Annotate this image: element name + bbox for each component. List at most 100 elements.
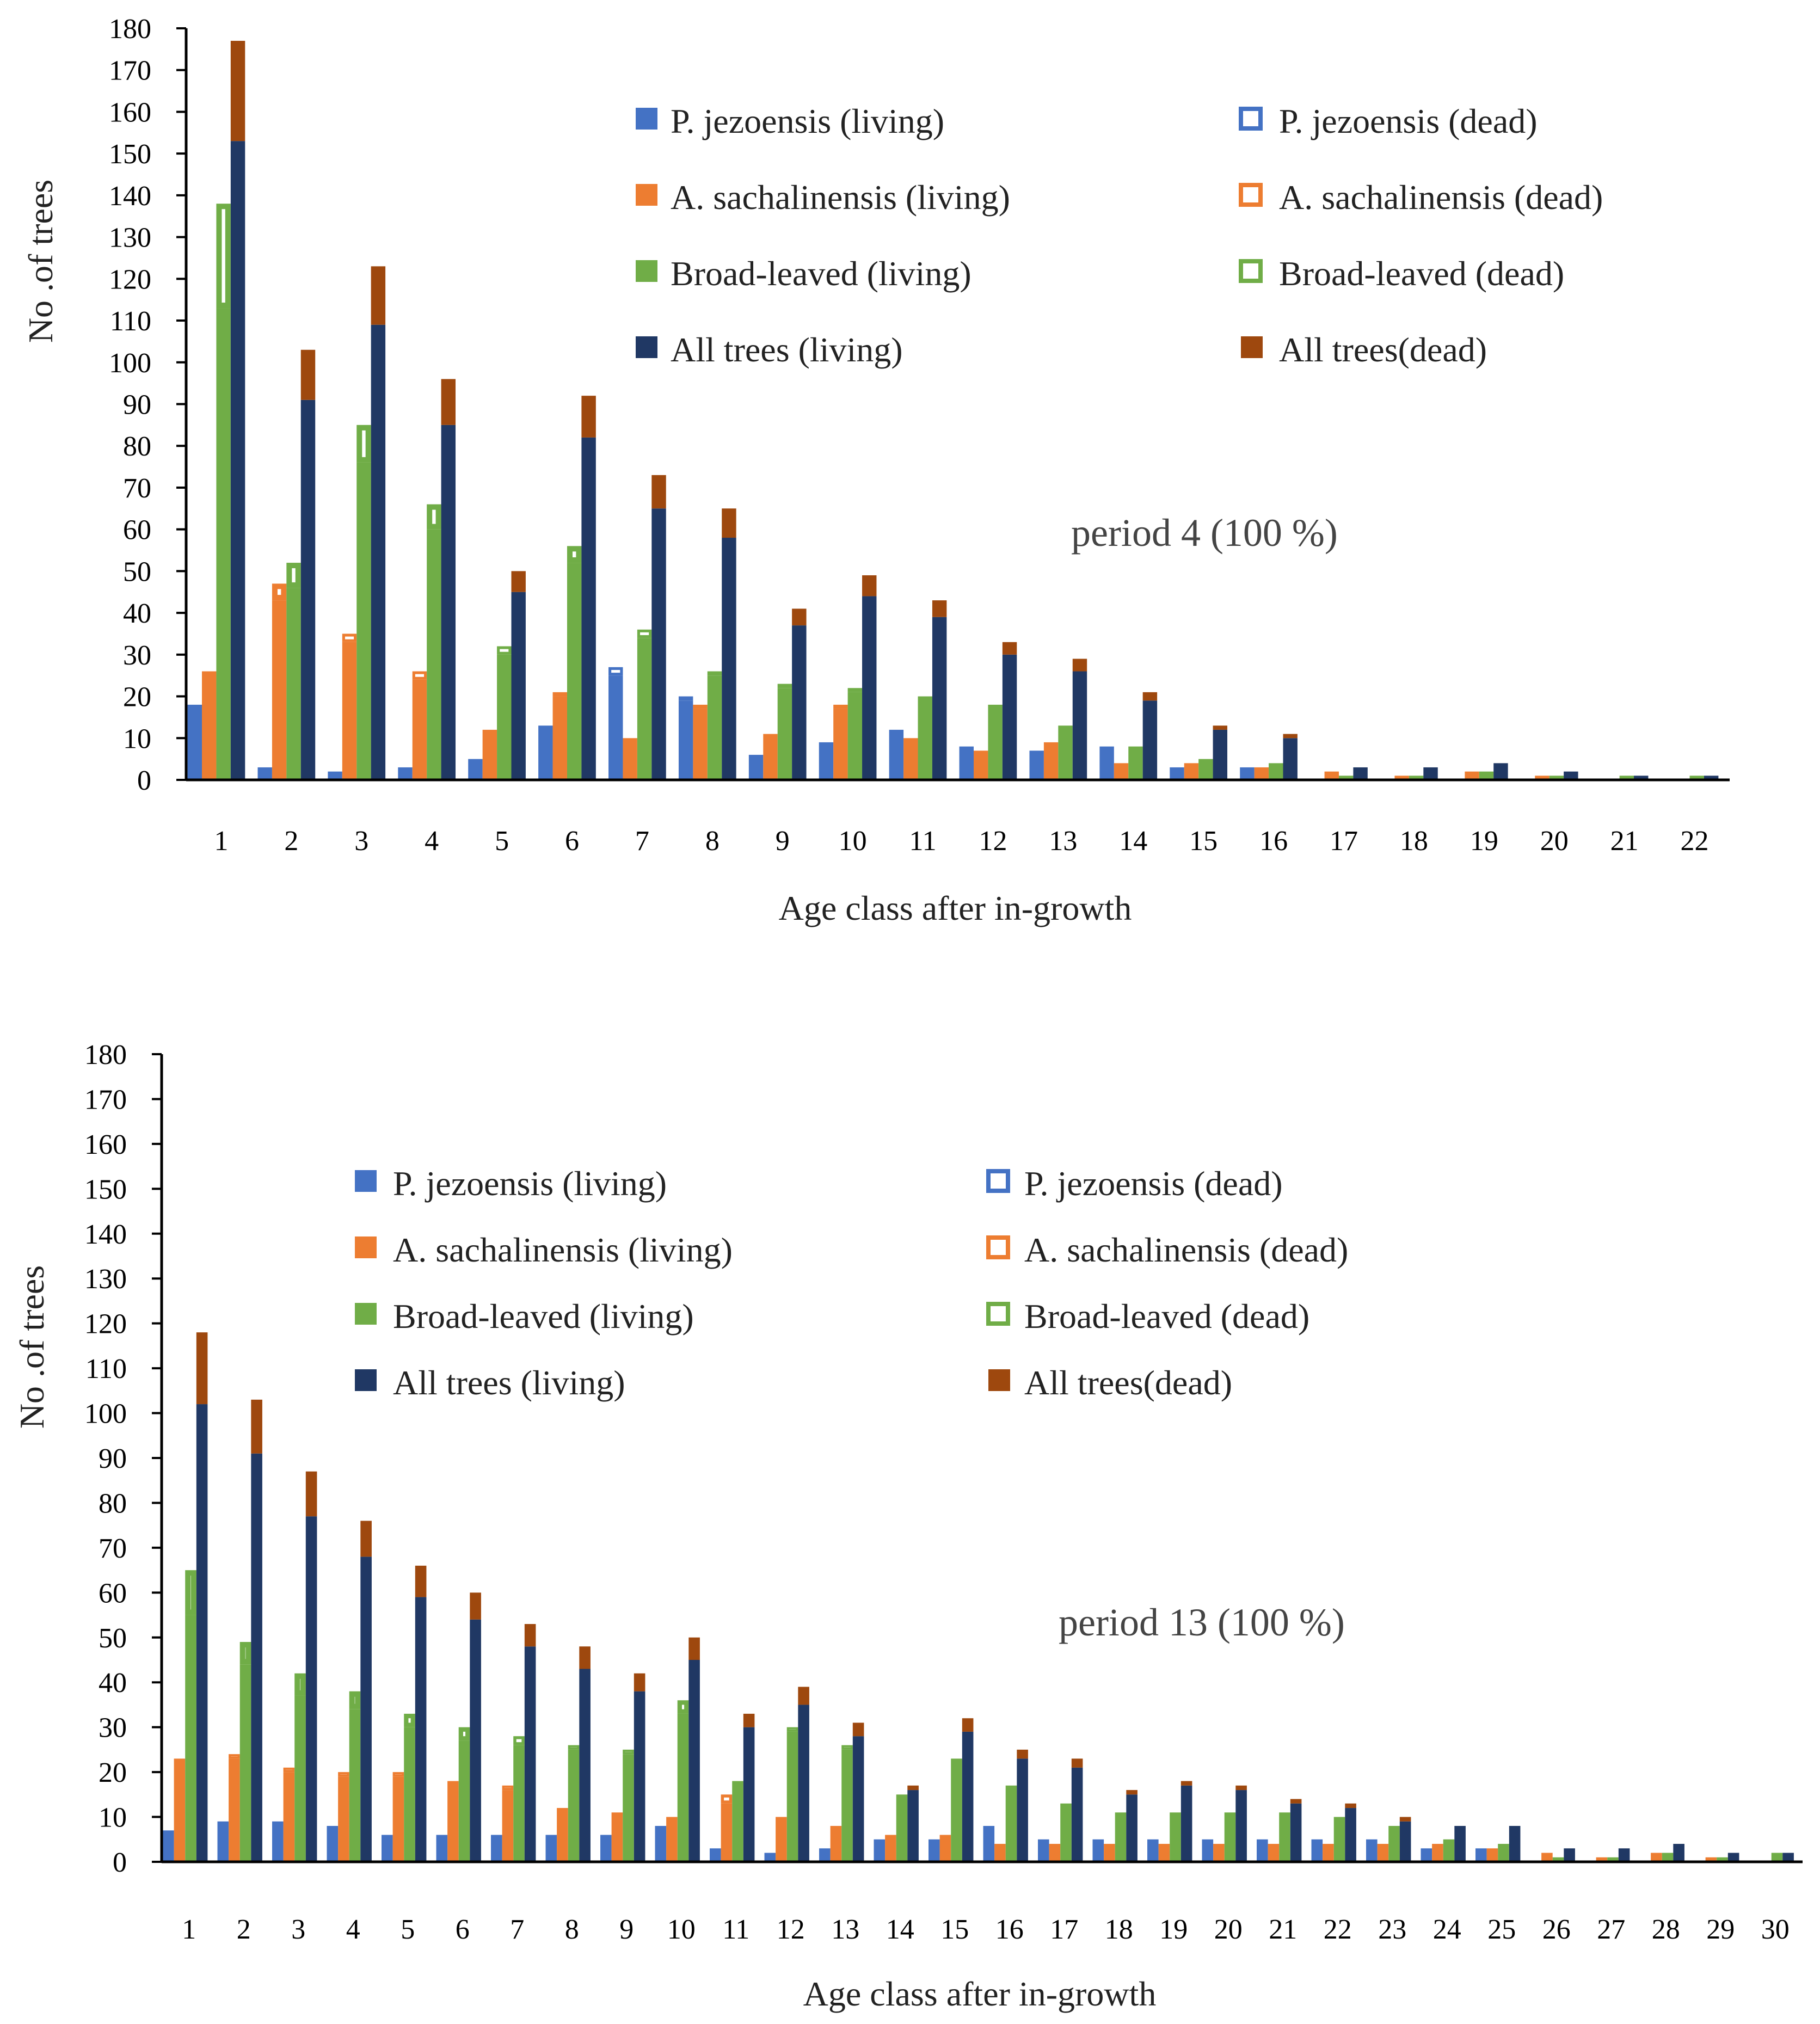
y-tick-label: 130 [109,223,151,254]
bar-bl-dead [777,684,792,688]
legend-entry-bl-dead: Broad-leaved (dead) [986,1297,1309,1336]
bar-pj-living [1099,746,1114,780]
x-tick-label: 20 [1540,826,1569,857]
bar-all-trees-living [932,617,947,780]
bar-as-living [174,1758,186,1862]
bar-all-trees-dead [579,1646,591,1669]
bar-all-trees-dead [651,475,666,509]
bar-bl-living [847,692,863,780]
bar-pj-living [436,1835,448,1862]
legend-entry-as-living: A. sachalinensis (living) [636,178,1010,217]
bar-pj-dead [608,667,623,676]
bar-as-dead [229,1754,240,1759]
bar-as-dead [833,704,848,709]
bar-bl-living [1170,1812,1181,1862]
y-tick-label: 60 [123,515,151,546]
bar-all-trees-dead [1002,642,1017,655]
legend-label: A. sachalinensis (dead) [1024,1231,1348,1269]
bar-all-trees-dead [305,1471,317,1517]
bar-all-trees-living [300,399,316,780]
y-tick-label: 100 [109,348,151,379]
legend-entry-bl-living: Broad-leaved (living) [636,254,972,293]
legend-entry-as-dead: A. sachalinensis (dead) [986,1231,1348,1269]
bar-all-trees-living [1493,763,1508,780]
y-tick-label: 20 [123,682,151,713]
x-tick-label: 14 [1119,826,1147,857]
bar-pj-living [1202,1839,1214,1862]
x-tick-label: 11 [722,1914,749,1945]
bar-as-dead [283,1767,295,1773]
bar-all-trees-dead [907,1785,919,1791]
bar-bl-living [623,1754,634,1862]
legend-entry-all-living: All trees (living) [636,330,903,369]
bar-all-trees-living [511,592,526,780]
y-tick-label: 180 [84,1039,127,1071]
legend-swatch-bl-dead [986,1302,1010,1326]
bar-pj-living [217,1821,229,1862]
bar-as-living [229,1758,240,1862]
bar-bl-dead [677,1700,689,1714]
bar-bl-dead [623,1749,634,1755]
y-tick-label: 0 [113,1847,127,1878]
legend-label: P. jezoensis (dead) [1024,1164,1283,1203]
bar-all-trees-living [470,1619,481,1862]
period-annotation: period 13 (100 %) [1059,1601,1345,1644]
bar-pj-living [272,1821,284,1862]
y-tick-label: 120 [109,264,151,295]
y-tick-label: 180 [109,14,151,45]
bar-all-trees-dead [688,1637,700,1660]
legend-swatch-bl-dead [1239,259,1263,283]
bar-bl-living [1607,1857,1619,1862]
bar-bl-living [1060,1803,1072,1862]
x-tick-label: 27 [1597,1914,1625,1945]
bar-bl-dead [786,1727,798,1732]
bar-bl-living [637,638,652,780]
x-tick-label: 19 [1159,1914,1188,1945]
bar-all-trees-living [1345,1808,1356,1862]
bar-as-living [611,1812,623,1862]
x-tick-label: 2 [237,1914,251,1945]
x-tick-label: 15 [940,1914,969,1945]
bar-pj-living [1029,750,1044,780]
bar-all-trees-living [1704,776,1719,780]
legend-entry-all-dead: All trees(dead) [1241,330,1487,369]
bar-as-living [1465,771,1479,780]
bar-bl-dead [637,629,652,638]
bar-pj-living [929,1839,940,1862]
bar-all-trees-living [1126,1794,1138,1862]
bar-as-living [776,1817,787,1862]
bar-bl-living [567,563,582,780]
y-tick-label: 140 [84,1219,127,1250]
bar-as-living [1705,1857,1717,1862]
bar-all-trees-living [1399,1821,1411,1862]
bar-bl-dead [567,546,582,563]
period-annotation: period 4 (100 %) [1071,511,1338,555]
legend-swatch-bl-living [636,260,657,282]
x-tick-label: 17 [1050,1914,1078,1945]
bar-all-trees-dead [196,1332,208,1405]
y-axis-title: No .of trees [21,180,60,343]
y-tick-label: 10 [99,1802,127,1834]
chart-period-13: 0102030405060708090100110120130140150160… [13,1039,1803,2013]
bar-bl-living [294,1695,306,1862]
bar-bl-living [951,1758,962,1862]
bar-all-trees-dead [1290,1799,1302,1804]
x-tick-label: 15 [1189,826,1218,857]
bar-bl-living [404,1727,415,1862]
bar-as-living [392,1776,404,1862]
bar-bl-living [568,1749,580,1862]
bar-pj-living [163,1830,174,1862]
x-tick-label: 7 [510,1914,524,1945]
bar-as-living [342,642,357,780]
bar-all-trees-dead [524,1624,536,1647]
bar-pj-living [710,1848,721,1862]
bar-pj-living [1257,1839,1268,1862]
x-tick-label: 3 [291,1914,305,1945]
bar-all-trees-living [1618,1848,1630,1862]
bar-as-living [1104,1844,1115,1862]
bar-pj-living [600,1835,612,1862]
x-tick-label: 9 [776,826,790,857]
bar-all-trees-living [634,1691,645,1862]
bar-all-trees-dead [634,1673,645,1691]
legend-entry-bl-living: Broad-leaved (living) [355,1297,694,1336]
